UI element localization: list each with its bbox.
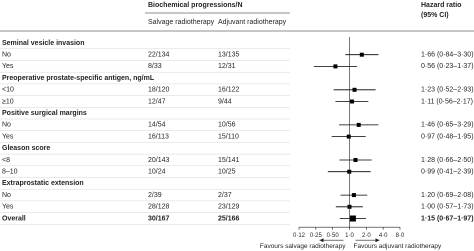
- x-tick-label: 4·0: [379, 233, 388, 239]
- hr-label: 1·11 (0·56–2·17): [421, 98, 473, 105]
- hr-label: 1·20 (0·69–2·08): [421, 192, 474, 199]
- salvage-count: 14/54: [148, 122, 166, 129]
- favours-label: Favours salvage radiotherapy: [260, 243, 346, 250]
- adjuvant-count: 9/44: [218, 98, 232, 105]
- hr-marker: [333, 64, 338, 69]
- salvage-count: 22/134: [148, 52, 170, 59]
- hr-label: 0·97 (0·48–1·95): [421, 133, 474, 140]
- x-tick-label: 0·25: [310, 233, 323, 239]
- hr-header: Hazard ratio: [421, 2, 461, 9]
- hr-marker: [352, 87, 357, 92]
- row-label: Yes: [2, 204, 14, 211]
- row-label: 8–10: [2, 169, 18, 176]
- group-label: Extraprostatic extension: [2, 180, 84, 187]
- row-label: Yes: [2, 133, 14, 140]
- hr-label: 1·00 (0·57–1·73): [421, 204, 474, 211]
- salvage-count: 20/143: [148, 157, 170, 164]
- salvage-count: 8/33: [148, 63, 162, 70]
- hr-header: (95% CI): [421, 12, 449, 19]
- hr-marker: [346, 134, 351, 139]
- adjuvant-count: 12/31: [218, 63, 236, 70]
- row-label: Overall: [2, 215, 26, 222]
- adjuvant-count: 15/110: [218, 133, 239, 140]
- hr-label: 0·56 (0·23–1·37): [421, 63, 474, 70]
- hr-label: 1·28 (0·66–2·50): [421, 157, 474, 164]
- x-tick-label: 1·0: [345, 233, 354, 239]
- salvage-count: 2/39: [148, 192, 162, 199]
- column-header: Adjuvant radiotherapy: [218, 19, 287, 26]
- hr-label: 1·66 (0·84–3·30): [421, 52, 474, 59]
- adjuvant-count: 10/25: [218, 169, 236, 176]
- hr-label: 1·15 (0·67–1·97): [421, 215, 474, 222]
- salvage-count: 16/113: [148, 133, 169, 140]
- row-label: No: [2, 192, 11, 199]
- adjuvant-count: 13/135: [218, 52, 240, 59]
- row-label: ≥10: [2, 98, 14, 105]
- hr-marker: [351, 193, 356, 198]
- column-header: Salvage radiotherapy: [148, 19, 215, 26]
- favours-label: Favours adjuvant radiotherapy: [354, 243, 443, 250]
- row-label: No: [2, 122, 11, 129]
- x-tick-label: 2·0: [362, 233, 371, 239]
- salvage-count: 18/120: [148, 87, 170, 94]
- group-label: Seminal vesicle invasion: [2, 40, 85, 47]
- adjuvant-count: 15/141: [218, 157, 240, 164]
- hr-marker: [359, 52, 364, 57]
- column-group-header: Biochemical progressions/N: [148, 2, 243, 9]
- salvage-count: 28/128: [148, 204, 170, 211]
- row-label: No: [2, 52, 11, 59]
- adjuvant-count: 2/37: [218, 192, 232, 199]
- salvage-count: 10/24: [148, 169, 166, 176]
- adjuvant-count: 25/166: [218, 215, 240, 222]
- arrow-head: [375, 238, 380, 243]
- hr-marker: [353, 158, 358, 162]
- adjuvant-count: 10/56: [218, 122, 236, 129]
- hr-marker: [350, 99, 355, 104]
- adjuvant-count: 16/122: [218, 87, 240, 94]
- hr-label: 1·23 (0·52–2·93): [421, 87, 474, 94]
- hr-label: 0·99 (0·41–2·39): [421, 169, 474, 176]
- row-label: Yes: [2, 63, 14, 70]
- group-label: Preoperative prostate-specific antigen, …: [2, 75, 155, 82]
- x-tick-label: 0·12: [293, 233, 306, 239]
- row-label: <8: [2, 157, 10, 164]
- adjuvant-count: 23/129: [218, 204, 240, 211]
- hr-marker: [356, 122, 361, 127]
- group-label: Positive surgical margins: [2, 110, 87, 117]
- row-label: <10: [2, 87, 14, 94]
- salvage-count: 12/47: [148, 98, 166, 105]
- salvage-count: 30/167: [148, 215, 170, 222]
- x-tick-label: 0·50: [327, 233, 340, 239]
- hr-label: 1·46 (0·65–3·29): [421, 122, 474, 129]
- arrow-head: [319, 238, 324, 243]
- hr-marker: [349, 215, 356, 222]
- x-tick-label: 8·0: [396, 233, 405, 239]
- group-label: Gleason score: [2, 145, 50, 152]
